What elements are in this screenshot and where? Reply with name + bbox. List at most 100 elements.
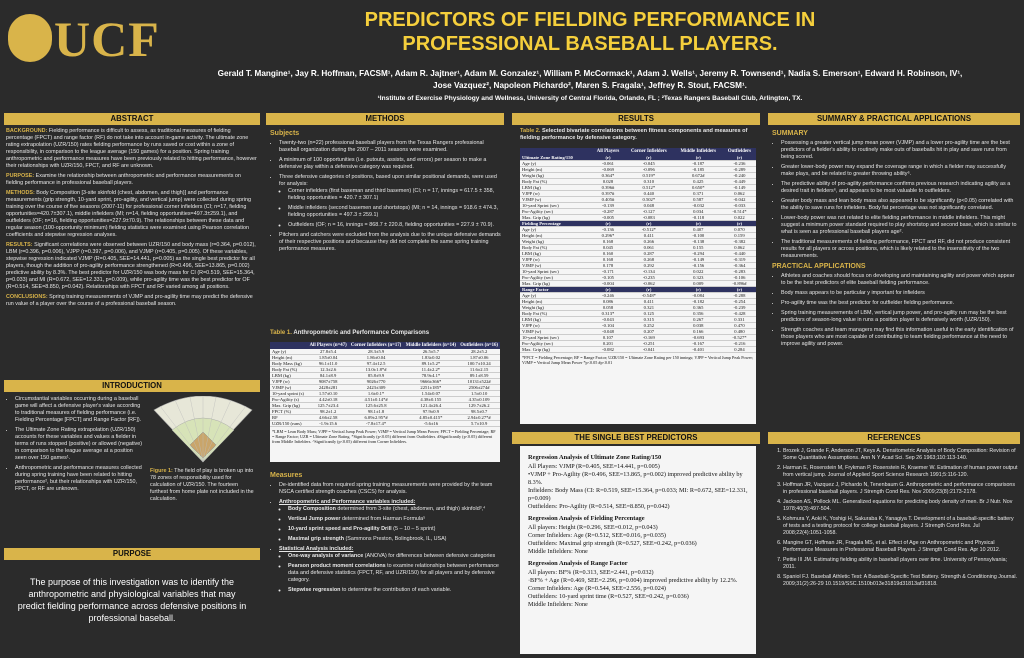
regression-line: All Players: VJMP (R=0.405, SEE=14.441, … (528, 463, 660, 470)
table-row-label: VJPP (w) (520, 322, 592, 329)
abstract-results-label: RESULTS: (6, 242, 33, 248)
table-cell: 0.159 (722, 232, 756, 239)
table-row: Body Fat (%) 0.028 0.310 0.425 -0.449 (520, 178, 756, 185)
table-cell: 12.3±2.6 (307, 366, 349, 373)
table-cell: 0.038 (673, 322, 723, 329)
methods-measures: Measures De-identified data from require… (270, 470, 502, 597)
table-row-label: Age (y) (520, 160, 592, 167)
table-cell: -0.527* (722, 334, 756, 341)
table-cell: -0.236 (722, 160, 756, 167)
methods-subjects: Subjects Twenty-two (n=22) professional … (270, 128, 502, 256)
table-cell: -0.428 (722, 310, 756, 317)
table-cell: 13.0±1.8*# (348, 366, 404, 373)
table-cell: -0.045 (624, 160, 674, 167)
table-cell: 10131±522# (458, 378, 500, 385)
table-row-label: LBM (kg) (270, 372, 308, 379)
baseball-field-zones-diagram (153, 396, 253, 463)
table-1-notes: *LBM = Lean Body Mass; VJPP = Vertical J… (272, 429, 496, 444)
table-cell: 0.310 (624, 178, 674, 185)
table-cell: 4.85±0.415* (403, 414, 459, 421)
table-row: LBM (kg) -0.043 0.315 0.267 0.331 (520, 316, 756, 323)
table-cell: -0.041 (624, 346, 674, 353)
table-cell: 0.512* (624, 184, 674, 191)
table-cell: 0.411 (624, 298, 674, 305)
table-cell: 100.7±10.24 (458, 360, 500, 367)
table-cell: -0.287 (591, 208, 625, 215)
table-cell: -0.033 (722, 202, 756, 209)
table-cell: 2428±281 (307, 384, 349, 391)
table-cell: 0.411 (624, 232, 674, 239)
table-cell: 0.207 (624, 328, 674, 335)
table-row: Weight (kg) 0.058 0.321 0.365 -0.239 (520, 304, 756, 311)
category-item: Outfielders (OF; n = 16, innings = 868.7… (288, 222, 502, 229)
table-cell: 0.287 (624, 250, 674, 257)
figure-1-text: The field of play is broken up into 78 z… (150, 468, 254, 502)
table-cell: -0.251 (624, 340, 674, 347)
abstract-background-label: BACKGROUND: (6, 128, 48, 134)
table-cell: -0.069 (591, 166, 625, 173)
table-row: VJPP (w) 0.397# 0.440 0.371 0.062 (520, 190, 756, 197)
table-row-label: LBM (kg) (520, 184, 592, 191)
summary-bullet: Lower-body power was not related to elit… (781, 215, 1018, 236)
table-cell: 5.7±10.9 (458, 420, 500, 427)
table-cell: 9026±770 (348, 378, 404, 385)
table-section-name: Ultimate Zone Rating/150 (520, 155, 592, 161)
table-1-title: Table 1. Anthropometric and Performance … (270, 330, 502, 337)
table-cell: 27.8±5.4 (307, 349, 349, 355)
measure-item: 10-yard sprint speed and Pro-agility Dri… (288, 526, 502, 533)
table-cell: -0.187 (673, 160, 723, 167)
measure-item-text: (5 – 10 – 5 sprint) (393, 526, 436, 532)
table-cell: 0.022 (673, 268, 723, 275)
table-cell: -0.139 (591, 202, 625, 209)
table-cell: -0.240 (722, 172, 756, 179)
table-2-header-cell: Middle Infielders (673, 148, 723, 155)
table-cell: 2251±185* (403, 384, 459, 391)
table-row: VJMP (w) 0.178 0.292 -0.156 -0.364 (520, 262, 756, 269)
measures-title: Measures (270, 472, 303, 479)
table-row-label: VJPP (w) (520, 256, 592, 263)
table-cell: 1.87±0.06 (458, 354, 500, 361)
table-cell: 0.672# (673, 172, 723, 179)
table-cell: -0.084 (673, 292, 723, 299)
table-cell: -0.319 (722, 256, 756, 263)
abstract-methods: Body Composition [3-site skinfold (chest… (6, 190, 251, 238)
table-section-col: (r) (722, 220, 756, 227)
table-cell: -0.514* (722, 208, 756, 215)
subjects-title: Subjects (270, 130, 300, 137)
table-cell: 6.09±2.95*# (348, 414, 404, 421)
table-cell: 0.034 (673, 208, 723, 215)
practical-bullet: Body mass appears to be particular y imp… (781, 290, 1018, 297)
abstract-header: ABSTRACT (4, 113, 260, 125)
table-cell: 28.3±5.9 (348, 349, 404, 355)
stats-item: Pearson product moment correlations to e… (288, 563, 502, 584)
measure-item-text: determined from Harman Formula⁵ (341, 516, 426, 522)
abstract-background: Fielding performance is difficult to ass… (6, 128, 257, 169)
table-cell: -0.167 (673, 340, 723, 347)
table-cell: -1.9±15.6 (307, 420, 349, 427)
table-cell: 0.107 (591, 334, 625, 341)
table-cell: 2423±309 (348, 384, 404, 391)
table-cell: 89.1±8.59 (458, 372, 500, 379)
practical-title: PRACTICAL APPLICATIONS (772, 263, 866, 270)
table-cell: 0.371 (673, 190, 723, 197)
table-row: VJMP (w) -0.048 0.207 0.166 0.480 (520, 328, 756, 335)
table-cell: -0.693 (673, 334, 723, 341)
regression-block-title: Regression Analysis of Ultimate Zone Rat… (528, 454, 662, 461)
poster-title: PREDICTORS OF FIELDING PERFORMANCE IN PR… (160, 8, 1020, 56)
table-cell: -0.239 (722, 304, 756, 311)
table-cell: -0.004 (591, 280, 625, 287)
table-row-label: 10-yard Sprint (sec) (520, 334, 592, 341)
table-cell: -0.169 (624, 334, 674, 341)
table-row: Age (y) -0.061 -0.045 -0.187 -0.236 (520, 160, 756, 167)
table-cell: 0.058 (591, 304, 625, 311)
table-cell: 0.267 (673, 316, 723, 323)
table-row-label: 10-yard sprint (s) (270, 390, 308, 397)
table-cell: 0.048 (624, 202, 674, 209)
table-row: VJPP (w) 9087±758 9026±770 9666±366* 10131±5… (270, 378, 500, 385)
table-section-col: (r) (673, 220, 723, 227)
table-cell: -0.118 (673, 214, 723, 221)
table-cell: 4.38±0.155 (403, 396, 459, 403)
table-row-label: Height (m) (270, 354, 308, 361)
table-cell: -0.062 (624, 280, 674, 287)
table-row: VJMP (w) 2428±281 2423±309 2251±185* 2506±27… (270, 384, 500, 391)
